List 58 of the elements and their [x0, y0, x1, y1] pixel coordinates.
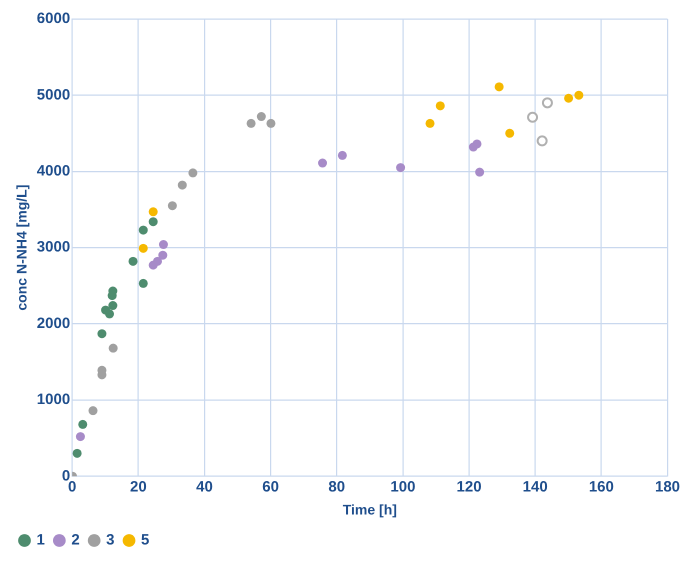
point [494, 82, 504, 92]
x-tick-label: 60 [262, 478, 279, 496]
point [338, 150, 347, 160]
point [138, 226, 148, 235]
x-tick-label: 160 [588, 478, 614, 496]
point [105, 309, 114, 318]
legend-label: 5 [141, 532, 150, 549]
point [536, 135, 548, 146]
point [72, 448, 82, 458]
point [138, 278, 148, 288]
point [128, 256, 138, 266]
point [436, 101, 445, 110]
x-tick-label: 180 [654, 478, 680, 496]
y-tick-label: 6000 [36, 10, 70, 28]
point [472, 139, 482, 148]
point [475, 168, 484, 177]
y-tick-label: 4000 [36, 162, 70, 180]
point [158, 240, 168, 250]
point [505, 128, 514, 138]
point [426, 118, 435, 128]
point [158, 250, 168, 260]
point [246, 118, 256, 128]
point [148, 207, 158, 216]
y-tick-label: 2000 [36, 314, 70, 332]
point [88, 406, 98, 416]
x-tick-label: 140 [522, 478, 548, 496]
legend-label: 1 [36, 532, 45, 549]
x-tick-label: 40 [196, 478, 213, 496]
point [318, 158, 328, 168]
point [188, 168, 198, 178]
point [168, 201, 177, 210]
point [396, 163, 406, 172]
point [138, 244, 148, 253]
y-tick-label: 3000 [36, 238, 70, 256]
point [178, 180, 187, 190]
point [108, 344, 118, 353]
point [527, 112, 538, 123]
point [97, 329, 106, 338]
legend-label: 3 [106, 532, 115, 549]
point [564, 94, 574, 103]
point [542, 97, 553, 108]
point [108, 301, 118, 310]
y-axis-title: conc N-NH4 [mg/L] [13, 184, 30, 311]
x-tick-label: 100 [390, 478, 416, 496]
point [574, 90, 584, 100]
x-tick-label: 80 [328, 478, 346, 496]
y-tick-label: 1000 [36, 391, 70, 408]
point [78, 420, 88, 429]
legend-label: 2 [71, 532, 80, 549]
y-tick-label: 5000 [36, 86, 70, 104]
point [153, 256, 162, 266]
point [76, 432, 85, 442]
x-tick-label: 120 [456, 478, 482, 496]
point [256, 112, 266, 122]
x-axis-title: Time [h] [342, 501, 397, 518]
point [148, 217, 158, 226]
x-tick-label: 20 [130, 478, 147, 496]
point [266, 118, 276, 128]
